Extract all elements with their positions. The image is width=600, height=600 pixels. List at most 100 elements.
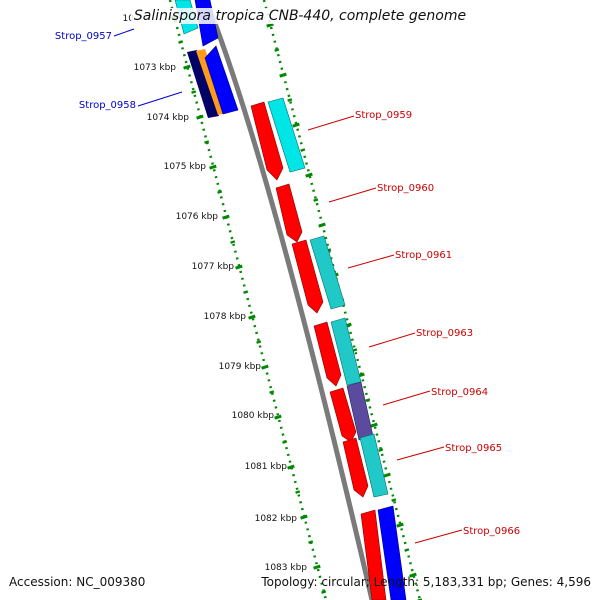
cog-box: [309, 235, 346, 310]
gene-strop-0960[interactable]: [275, 183, 303, 243]
inner-ruler-tick: [183, 64, 191, 70]
gene-label-right[interactable]: Strop_0966: [463, 526, 520, 537]
label-leader: [113, 28, 135, 37]
accession-text: Accession: NC_009380: [9, 575, 146, 589]
inner-ruler-tick: [209, 164, 217, 170]
label-leader: [307, 115, 355, 131]
cds-arrow-forward: [360, 509, 387, 600]
inner-ruler-tick-minor: [243, 290, 249, 294]
inner-ruler-tick-minor: [204, 140, 210, 144]
topology-footer: Topology: circular; Length: 5,183,331 bp…: [261, 575, 591, 589]
inner-ruler-tick: [235, 264, 243, 270]
inner-ruler-tick: [196, 114, 204, 120]
inner-ruler-tick-minor: [217, 190, 223, 194]
outer-ruler-tick-minor: [391, 498, 397, 502]
inner-ruler-tick: [222, 214, 230, 220]
topology-text: Topology: circular; Length: 5,183,331 bp…: [261, 575, 591, 589]
cds-arrow-forward: [250, 101, 284, 181]
outer-ruler-tick-minor: [404, 548, 410, 552]
outer-ruler-tick: [318, 222, 326, 228]
gene-label-right[interactable]: Strop_0961: [395, 250, 452, 261]
ruler-label: 1079 kbp: [219, 362, 262, 372]
ruler-label: 1080 kbp: [232, 411, 275, 421]
genome-backbone: [203, 0, 375, 600]
outer-ruler-tick: [305, 172, 313, 178]
gene-label-right[interactable]: Strop_0959: [355, 110, 412, 121]
inner-ruler-ticks: [170, 14, 327, 594]
gene-strop-0963[interactable]: [313, 317, 362, 387]
ruler-label: 1081 kbp: [245, 462, 288, 472]
outer-ruler-tick-minor: [417, 598, 423, 600]
map-title: Salinispora tropica CNB-440, complete ge…: [0, 8, 600, 24]
outer-ruler-tick: [396, 522, 404, 528]
cds-arrow-forward: [329, 387, 357, 443]
cog-box: [267, 97, 306, 173]
cog-box: [359, 433, 389, 498]
inner-ruler-tick-minor: [178, 40, 184, 44]
label-leader: [137, 91, 183, 107]
outer-ruler-tick-minor: [287, 98, 293, 102]
cds-arrow-reverse: [204, 45, 239, 115]
ruler-label: 1075 kbp: [164, 162, 207, 172]
gene-label-right[interactable]: Strop_0964: [431, 387, 488, 398]
ruler-label: 1082 kbp: [255, 514, 298, 524]
ruler-label: 1073 kbp: [134, 63, 177, 73]
gene-label-right[interactable]: Strop_0960: [377, 183, 434, 194]
inner-ruler-tick: [274, 414, 282, 420]
ruler-label: 1078 kbp: [204, 312, 247, 322]
label-leader: [414, 529, 463, 544]
gene-strop-0959[interactable]: [250, 97, 306, 181]
gene-strop-0961[interactable]: [291, 235, 346, 314]
gene-strop-0966[interactable]: [360, 505, 407, 600]
inner-ruler-tick-minor: [308, 540, 314, 544]
label-leader: [328, 187, 377, 203]
outer-ruler-tick: [409, 572, 417, 578]
gene-label-right[interactable]: Strop_0963: [416, 328, 473, 339]
cds-arrow-forward: [342, 437, 369, 498]
outer-ruler-tick-minor: [378, 448, 384, 452]
outer-ruler-tick-minor: [274, 48, 280, 52]
outer-ruler-tick: [292, 122, 300, 128]
label-leader: [396, 446, 445, 461]
outer-ruler-tick-minor: [365, 398, 371, 402]
inner-ruler-tick-minor: [282, 440, 288, 444]
ruler-label: 1074 kbp: [147, 113, 190, 123]
ruler-label: 1083 kbp: [265, 563, 308, 573]
inner-ruler-tick-minor: [295, 490, 301, 494]
label-leader: [347, 254, 395, 269]
inner-ruler-line: [168, 0, 328, 600]
outer-ruler-tick: [370, 422, 378, 428]
gene-label-left[interactable]: Strop_0957: [55, 31, 112, 42]
outer-ruler-tick: [279, 72, 287, 78]
inner-ruler-tick: [261, 364, 269, 370]
inner-ruler-tick: [287, 464, 295, 470]
cog-box-navy: [187, 50, 219, 118]
ruler-label: 1076 kbp: [176, 212, 219, 222]
gene-label-left[interactable]: Strop_0958: [79, 100, 136, 111]
map-title-text: Salinispora tropica CNB-440, complete ge…: [130, 8, 470, 24]
gene-strop-0958[interactable]: [187, 45, 239, 118]
ruler-label: 1077 kbp: [192, 262, 235, 272]
gene-strop-0965[interactable]: [342, 433, 389, 498]
accession-footer: Accession: NC_009380: [9, 575, 145, 589]
outer-ruler-tick: [383, 472, 391, 478]
inner-ruler-tick: [300, 514, 308, 520]
inner-ruler-tick-minor: [256, 340, 262, 344]
cds-arrow-forward: [313, 321, 342, 387]
label-leader: [368, 332, 416, 348]
gene-strop-0964[interactable]: [329, 381, 374, 443]
inner-ruler-tick-minor: [321, 590, 327, 594]
outer-ruler-tick-minor: [300, 148, 306, 152]
outer-ruler-tick-minor: [313, 198, 319, 202]
cds-arrow-forward: [275, 183, 303, 243]
ruler-label: 10: [123, 14, 135, 24]
inner-ruler-tick-minor: [230, 240, 236, 244]
inner-ruler-tick-minor: [269, 390, 275, 394]
label-leader: [382, 390, 431, 406]
inner-ruler-tick-minor: [191, 90, 197, 94]
gene-label-right[interactable]: Strop_0965: [445, 443, 502, 454]
inner-ruler-tick: [248, 314, 256, 320]
inner-ruler-tick: [313, 564, 321, 570]
cds-arrow-forward: [291, 239, 324, 314]
